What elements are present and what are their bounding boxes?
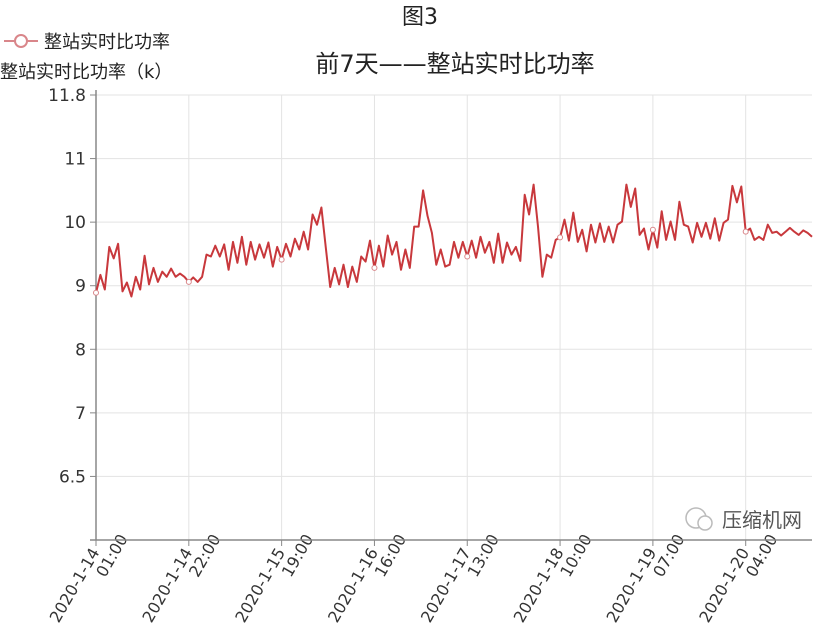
legend-marker-icon [14, 34, 28, 48]
data-point [278, 256, 285, 263]
chart-title: 前7天——整站实时比功率 [315, 50, 594, 78]
wechat-icon-bubble [697, 515, 713, 531]
y-tick-label: 9 [75, 277, 86, 297]
y-tick-label: 8 [75, 340, 86, 360]
grid [96, 94, 812, 540]
legend[interactable]: 整站实时比功率 [4, 32, 170, 53]
series-line [93, 183, 813, 298]
x-tick-date: 2020-1-20 [695, 545, 753, 626]
x-tick-date: 2020-1-14 [46, 545, 104, 626]
watermark-text: 压缩机网 [722, 508, 802, 532]
x-tick-label: 2020-1-1422:00 [138, 522, 224, 635]
x-tick-label: 2020-1-1810:00 [510, 522, 596, 635]
x-tick-date: 2020-1-18 [510, 545, 568, 626]
data-point [742, 228, 749, 235]
x-tick-date: 2020-1-14 [138, 545, 196, 626]
figure-label: 图3 [402, 5, 438, 30]
y-tick-label: 10 [64, 213, 86, 233]
x-tick-label: 2020-1-1713:00 [417, 522, 503, 635]
y-tick-label: 11 [64, 150, 86, 170]
legend-label: 整站实时比功率 [44, 32, 170, 53]
x-tick-date: 2020-1-17 [417, 545, 475, 626]
x-tick-date: 2020-1-16 [324, 545, 382, 626]
data-point [557, 234, 564, 241]
x-tick-label: 2020-1-2004:00 [695, 522, 781, 635]
y-axis: 6.5 7 8 9 10 11 11.8 [48, 86, 97, 540]
x-tick-date: 2020-1-19 [602, 545, 660, 626]
y-tick-label: 6.5 [59, 467, 86, 487]
x-tick-label: 2020-1-1401:00 [46, 522, 132, 635]
x-tick-label: 2020-1-1907:00 [602, 522, 688, 635]
x-axis: 2020-1-1401:00 2020-1-1422:00 2020-1-1519:… [46, 522, 812, 635]
x-tick-label: 2020-1-1616:00 [324, 522, 410, 635]
data-point [185, 278, 192, 285]
y-tick-label: 11.8 [48, 86, 86, 106]
x-tick-date: 2020-1-15 [231, 545, 289, 626]
x-tick-label: 2020-1-1519:00 [231, 522, 317, 635]
data-point [649, 226, 656, 233]
y-tick-label: 7 [75, 404, 86, 424]
data-point [464, 253, 471, 260]
series-path [95, 183, 813, 298]
y-axis-label: 整站实时比功率（k） [0, 62, 172, 83]
data-point [93, 289, 99, 296]
data-point [371, 264, 378, 271]
watermark: 压缩机网 [685, 507, 802, 532]
